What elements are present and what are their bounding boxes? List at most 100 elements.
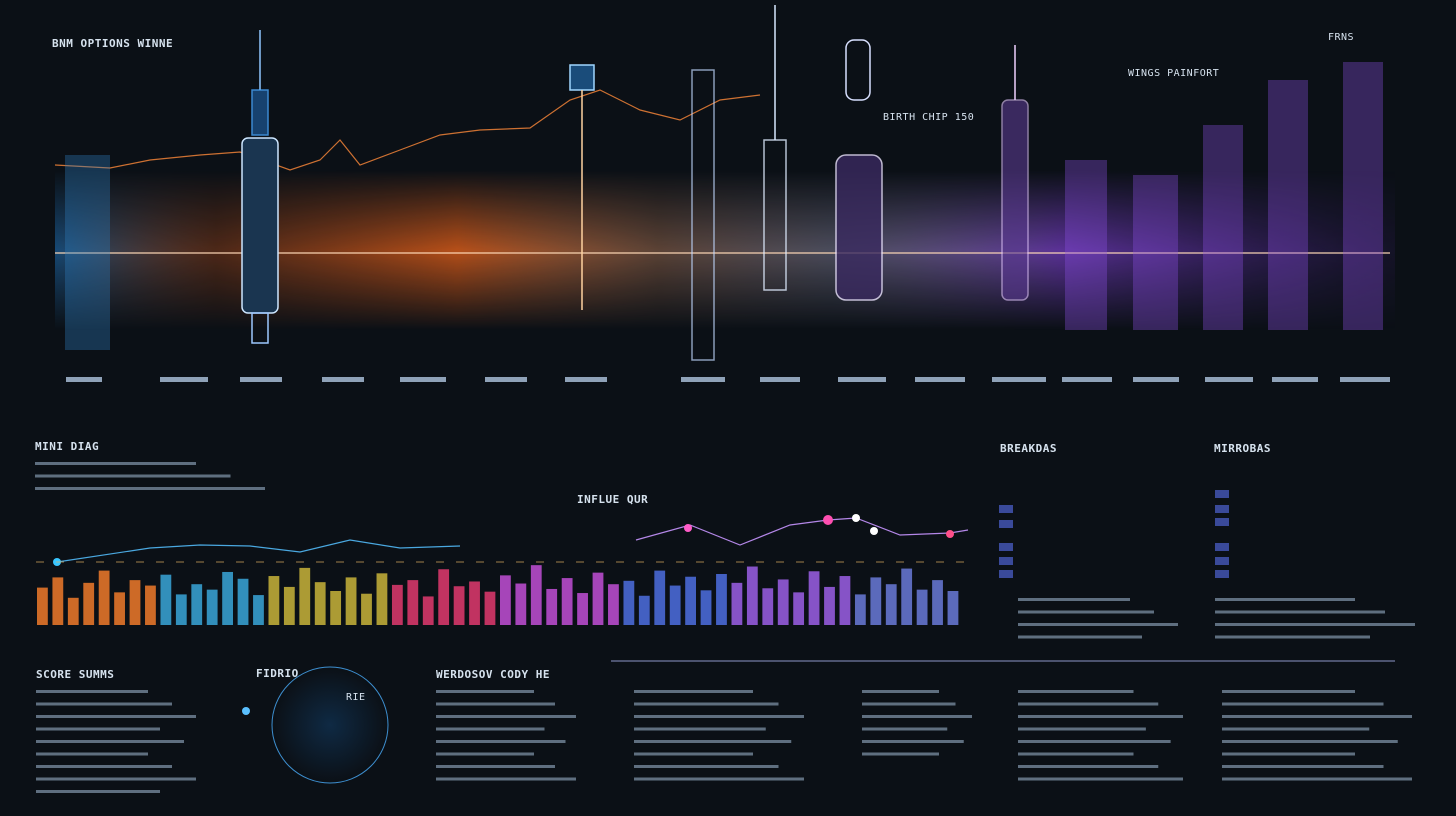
text-line: [1222, 765, 1384, 768]
text-line: [862, 690, 939, 693]
bar: [716, 574, 727, 625]
text-line: [1222, 690, 1355, 693]
bar: [191, 584, 203, 625]
line-charts: [36, 514, 970, 566]
bar: [515, 583, 527, 625]
text-line: [634, 765, 779, 768]
bar: [500, 575, 511, 625]
text-line: [1215, 623, 1415, 626]
bar: [777, 579, 789, 625]
text-line: [35, 487, 265, 490]
bar: [546, 588, 558, 625]
bar: [762, 588, 774, 625]
bar: [145, 585, 156, 625]
text-line: [36, 740, 184, 743]
vials: [65, 5, 1383, 361]
bar: [916, 589, 928, 625]
bar: [700, 590, 712, 625]
text-line: [436, 752, 534, 756]
bar: [83, 582, 95, 625]
bar: [870, 577, 882, 625]
bar: [299, 567, 311, 625]
bar: [669, 585, 681, 625]
text-line: [1018, 610, 1154, 614]
bar: [808, 571, 820, 625]
bar: [484, 591, 496, 625]
text-line: [1222, 702, 1384, 706]
text-line: [634, 727, 766, 731]
text-line: [1215, 635, 1370, 639]
bar: [901, 568, 913, 625]
text-line: [1018, 598, 1130, 601]
bar: [268, 576, 280, 625]
bar: [129, 580, 141, 625]
text-line: [436, 715, 576, 718]
bar: [654, 570, 666, 625]
bar: [793, 592, 805, 625]
text-line: [436, 727, 545, 731]
bar: [854, 594, 866, 625]
section-title: FIDRIO: [256, 667, 299, 680]
bar: [314, 582, 326, 625]
text-line: [1018, 715, 1183, 718]
bar: [577, 593, 588, 625]
text-line: [862, 752, 939, 756]
text-line: [1018, 702, 1159, 706]
bar: [824, 586, 835, 625]
section-title: MINI DIAG: [35, 440, 99, 453]
text-line: [1222, 727, 1370, 731]
text-line: [634, 690, 753, 693]
mid-label: BIRTH CHIP 150: [883, 112, 974, 123]
text-line: [1018, 752, 1134, 756]
text-line: [1018, 635, 1142, 639]
bar: [222, 571, 234, 625]
bar: [561, 578, 573, 625]
text-line: [1222, 715, 1412, 718]
radial: RIE: [242, 666, 389, 784]
text-line: [36, 777, 196, 781]
bar: [376, 573, 388, 625]
text-line: [1215, 598, 1355, 601]
text-line: [36, 790, 160, 793]
text-line: [862, 715, 972, 718]
bar: [932, 580, 943, 625]
text-line: [36, 752, 148, 756]
bar: [361, 593, 372, 625]
bar: [947, 591, 959, 625]
bar: [746, 566, 758, 625]
bar: [638, 595, 650, 625]
radial-label: RIE: [346, 692, 366, 703]
text-line: [36, 727, 160, 731]
bar: [530, 565, 542, 625]
text-line: [634, 740, 792, 743]
title: BNM OPTIONS WINNE: [52, 37, 173, 50]
text-line: [862, 727, 948, 731]
right-panels: [611, 490, 1395, 662]
text-line: [36, 702, 172, 706]
text-line: [436, 777, 576, 781]
bar: [685, 576, 697, 625]
text-line: [1018, 740, 1171, 743]
text-line: [1018, 765, 1159, 768]
text-line: [1018, 623, 1178, 626]
section-title: WERDOSOV CODY HE: [436, 668, 550, 681]
text-line: [36, 690, 148, 693]
bar: [52, 577, 64, 625]
bar: [37, 587, 48, 625]
bar-chart: [37, 565, 959, 625]
bar: [731, 582, 743, 625]
bar: [237, 578, 249, 625]
section-title: SCORE SUMMS: [36, 668, 114, 681]
text-line: [36, 765, 172, 768]
bar: [885, 584, 897, 625]
bar: [469, 581, 480, 625]
text-line: [436, 740, 566, 743]
bar: [407, 580, 419, 625]
text-line: [36, 715, 196, 718]
bar: [67, 597, 79, 625]
text-line: [1222, 740, 1398, 743]
bar: [391, 584, 403, 625]
bar: [608, 584, 619, 625]
